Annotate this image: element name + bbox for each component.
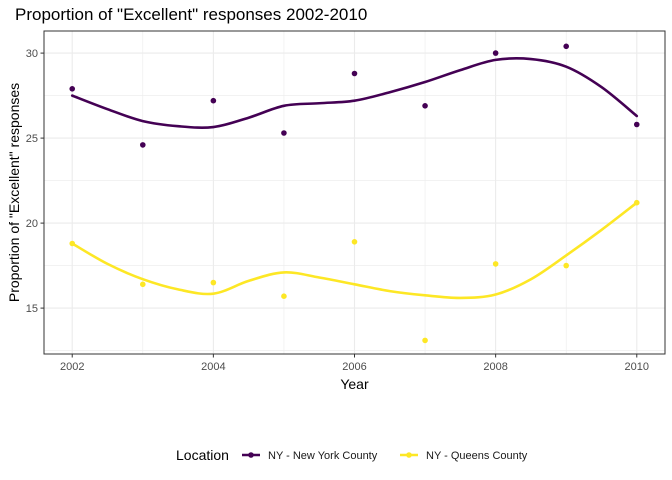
legend: Location NY - New York County NY - Queens… [176, 447, 528, 463]
data-point-series-1 [281, 293, 287, 300]
data-point-series-0 [492, 50, 499, 56]
x-axis-title: Year [340, 376, 369, 392]
data-point-series-0 [351, 70, 358, 77]
legend-key-point-series-0 [248, 452, 254, 458]
x-tick-label: 2006 [342, 361, 366, 373]
data-point-series-1 [633, 199, 640, 206]
smooth-lines [70, 57, 639, 300]
legend-label-series-1: NY - Queens County [426, 450, 528, 462]
data-point-series-0 [422, 103, 428, 109]
y-tick-label: 20 [26, 218, 38, 230]
y-tick-label: 25 [26, 133, 38, 145]
plot-panel [43, 30, 666, 355]
data-point-series-1 [563, 262, 570, 269]
data-point-series-0 [281, 130, 287, 136]
legend-key-point-series-1 [406, 452, 412, 458]
x-tick-label: 2002 [60, 361, 84, 373]
smooth-line-series-0 [70, 57, 639, 129]
data-point-series-0 [69, 86, 76, 92]
legend-title: Location [176, 447, 229, 463]
data-point-series-0 [210, 97, 217, 104]
chart-title: Proportion of "Excellent" responses 2002… [15, 5, 367, 24]
grid-major [44, 31, 665, 354]
smooth-line-series-1 [70, 201, 639, 300]
x-tick-label: 2008 [483, 361, 507, 373]
data-point-series-1 [422, 337, 428, 344]
y-axis: 15 20 25 30 [26, 48, 44, 315]
x-axis: 2002 2004 2006 2008 2010 [60, 354, 649, 373]
data-points [69, 43, 640, 344]
y-axis-title: Proportion of "Excellent" responses [6, 83, 22, 302]
data-point-series-1 [139, 281, 146, 288]
data-point-series-0 [563, 43, 570, 50]
data-point-series-1 [351, 239, 358, 245]
y-tick-label: 15 [26, 303, 38, 315]
x-tick-label: 2010 [625, 361, 649, 373]
x-tick-label: 2004 [201, 361, 225, 373]
data-point-series-1 [492, 261, 499, 267]
data-point-series-0 [139, 142, 146, 148]
y-tick-label: 30 [26, 48, 38, 60]
data-point-series-1 [69, 240, 76, 247]
data-point-series-0 [633, 121, 640, 128]
legend-label-series-0: NY - New York County [268, 450, 378, 462]
data-point-series-1 [210, 279, 217, 286]
